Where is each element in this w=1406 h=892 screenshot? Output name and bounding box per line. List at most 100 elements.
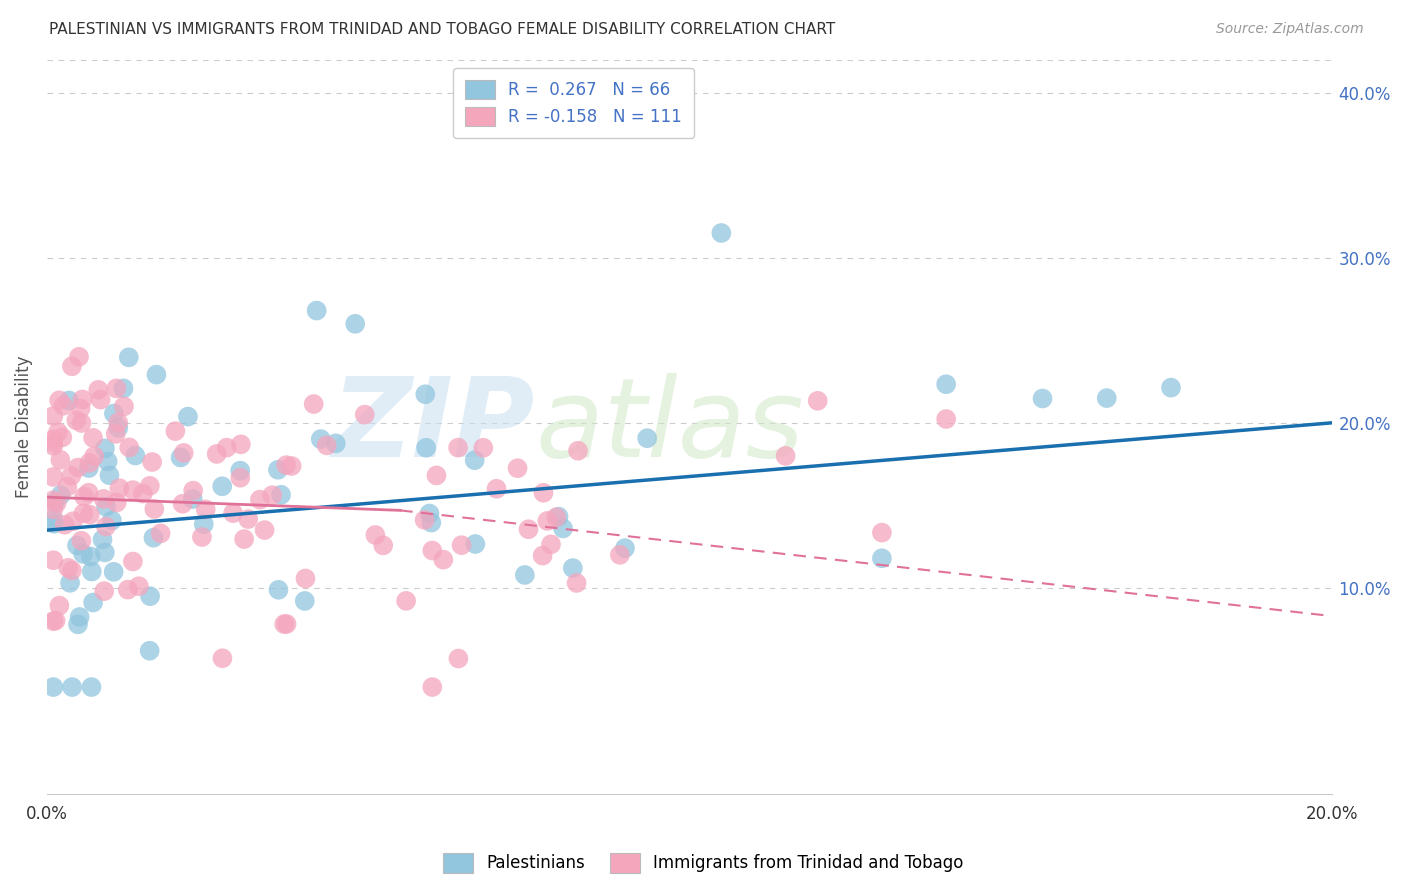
Point	[118, 351, 141, 365]
Point	[229, 464, 252, 478]
Point	[104, 426, 127, 441]
Point	[128, 579, 150, 593]
Point	[94, 519, 117, 533]
Point	[45, 614, 67, 628]
Point	[66, 539, 89, 553]
Point	[42, 433, 65, 447]
Point	[49, 453, 72, 467]
Point	[53, 517, 76, 532]
Point	[90, 392, 112, 407]
Point	[636, 431, 658, 445]
Point	[42, 435, 65, 450]
Point	[870, 551, 893, 566]
Point	[229, 471, 252, 485]
Point	[205, 447, 228, 461]
Point	[87, 383, 110, 397]
Point	[614, 541, 637, 556]
Point	[70, 416, 93, 430]
Point	[935, 377, 957, 392]
Point	[315, 438, 337, 452]
Point	[72, 392, 94, 407]
Point	[373, 538, 395, 552]
Point	[82, 431, 104, 445]
Point	[103, 407, 125, 421]
Point	[117, 582, 139, 597]
Point	[42, 470, 65, 484]
Point	[42, 439, 65, 453]
Point	[42, 493, 65, 508]
Point	[325, 436, 347, 450]
Point	[60, 468, 83, 483]
Point	[472, 441, 495, 455]
Point	[93, 584, 115, 599]
Point	[77, 461, 100, 475]
Point	[132, 486, 155, 500]
Point	[80, 565, 103, 579]
Point	[249, 492, 271, 507]
Point	[48, 393, 70, 408]
Point	[609, 548, 631, 562]
Point	[420, 543, 443, 558]
Point	[807, 393, 830, 408]
Point	[49, 488, 72, 502]
Point	[48, 599, 70, 613]
Point	[45, 496, 67, 510]
Point	[80, 680, 103, 694]
Point	[191, 530, 214, 544]
Point	[1095, 391, 1118, 405]
Point	[567, 443, 589, 458]
Point	[506, 461, 529, 475]
Point	[194, 502, 217, 516]
Point	[294, 594, 316, 608]
Point	[42, 553, 65, 567]
Point	[44, 495, 66, 509]
Point	[79, 508, 101, 522]
Point	[413, 387, 436, 401]
Point	[309, 432, 332, 446]
Point	[1160, 381, 1182, 395]
Point	[262, 488, 284, 502]
Point	[447, 441, 470, 455]
Point	[533, 485, 555, 500]
Point	[531, 549, 554, 563]
Point	[215, 441, 238, 455]
Point	[294, 572, 316, 586]
Point	[238, 512, 260, 526]
Point	[211, 651, 233, 665]
Point	[276, 458, 298, 472]
Point	[122, 483, 145, 497]
Point	[94, 545, 117, 559]
Point	[138, 644, 160, 658]
Point	[418, 507, 440, 521]
Point	[66, 617, 89, 632]
Point	[420, 516, 443, 530]
Point	[94, 500, 117, 514]
Point	[302, 397, 325, 411]
Point	[280, 458, 302, 473]
Point	[222, 506, 245, 520]
Point	[165, 424, 187, 438]
Point	[124, 449, 146, 463]
Point	[60, 564, 83, 578]
Point	[79, 456, 101, 470]
Point	[420, 680, 443, 694]
Point	[56, 480, 79, 494]
Point	[69, 610, 91, 624]
Point	[122, 554, 145, 568]
Point	[485, 482, 508, 496]
Point	[142, 531, 165, 545]
Point	[143, 502, 166, 516]
Point	[425, 468, 447, 483]
Point	[58, 561, 80, 575]
Point	[551, 521, 574, 535]
Point	[145, 368, 167, 382]
Point	[94, 442, 117, 456]
Point	[344, 317, 367, 331]
Point	[413, 513, 436, 527]
Point	[60, 359, 83, 374]
Y-axis label: Female Disability: Female Disability	[15, 356, 32, 499]
Point	[65, 413, 87, 427]
Point	[513, 568, 536, 582]
Text: Source: ZipAtlas.com: Source: ZipAtlas.com	[1216, 22, 1364, 37]
Point	[108, 481, 131, 495]
